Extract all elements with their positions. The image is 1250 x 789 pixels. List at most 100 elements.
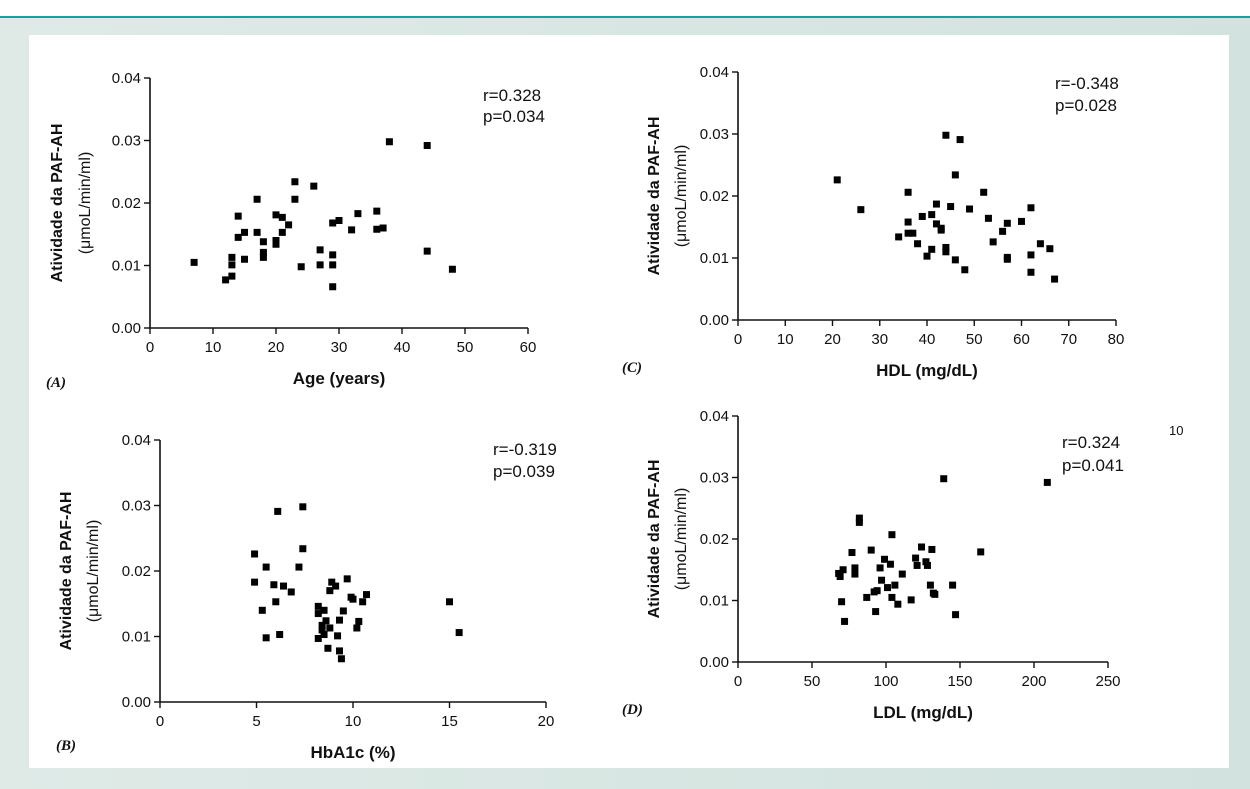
data-point xyxy=(891,581,899,589)
data-point xyxy=(857,206,865,214)
p-value-label: p=0.028 xyxy=(1055,96,1117,115)
data-point xyxy=(272,598,280,606)
data-point xyxy=(287,588,295,596)
y-tick-label: 0.04 xyxy=(112,70,141,87)
data-point xyxy=(951,256,959,264)
data-point xyxy=(928,245,936,253)
data-point xyxy=(912,554,920,562)
data-point xyxy=(851,570,859,578)
panel-label: (B) xyxy=(56,738,76,754)
x-tick-label: 40 xyxy=(919,331,936,348)
data-point xyxy=(914,240,922,248)
x-tick-label: 0 xyxy=(734,331,742,348)
data-point xyxy=(942,248,950,256)
data-point xyxy=(423,247,431,255)
p-value-label: p=0.039 xyxy=(493,462,555,481)
data-point xyxy=(373,207,381,215)
data-point xyxy=(904,188,912,196)
data-point xyxy=(373,225,381,233)
data-point xyxy=(1003,219,1011,227)
scatter-chart-a: 0.00 0.01 0.02 0.03 0.04 0 10 20 30 40 50 60 Age (ye… xyxy=(46,70,545,391)
x-tick-label: 60 xyxy=(520,339,537,356)
data-point xyxy=(940,475,948,483)
x-tick-label: 200 xyxy=(1021,673,1046,690)
data-point xyxy=(922,558,930,566)
x-tick-label: 0 xyxy=(156,713,164,730)
data-point xyxy=(251,550,259,558)
panel-label: (C) xyxy=(622,360,642,376)
data-point xyxy=(339,607,347,615)
data-point xyxy=(276,631,284,639)
data-point xyxy=(363,591,371,599)
data-point xyxy=(241,228,248,236)
correlation-r-label: r=-0.319 xyxy=(493,440,557,459)
data-point xyxy=(956,136,964,144)
data-point xyxy=(1036,240,1044,248)
correlation-r-label: r=0.328 xyxy=(483,86,541,105)
data-point xyxy=(838,598,846,606)
data-point xyxy=(855,514,863,522)
x-tick-label: 20 xyxy=(824,331,841,348)
x-tick-label: 100 xyxy=(873,673,898,690)
data-point xyxy=(228,272,236,280)
data-point xyxy=(999,227,1007,235)
y-tick-label: 0.02 xyxy=(700,531,729,548)
x-tick-label: 15 xyxy=(441,713,458,730)
y-tick-label: 0.00 xyxy=(700,654,729,671)
y-tick-label: 0.00 xyxy=(122,694,151,711)
data-point xyxy=(241,255,248,263)
x-axis-label: Age (years) xyxy=(293,369,386,388)
data-point xyxy=(876,564,884,572)
data-point xyxy=(918,212,926,220)
data-point xyxy=(190,258,198,266)
data-point xyxy=(259,253,267,261)
correlation-r-label: r=-0.348 xyxy=(1055,74,1119,93)
x-tick-label: 50 xyxy=(804,673,821,690)
data-point xyxy=(314,634,322,642)
data-point xyxy=(928,211,936,219)
data-point xyxy=(329,261,337,269)
data-point xyxy=(228,261,236,269)
data-point xyxy=(923,252,931,260)
data-point xyxy=(872,608,880,616)
data-point xyxy=(904,218,912,226)
data-point xyxy=(961,266,969,274)
y-tick-label: 0.01 xyxy=(700,250,729,267)
y-tick-label: 0.03 xyxy=(700,126,729,143)
y-axis-label: Atividade da PAF-AH xyxy=(646,460,663,619)
data-point xyxy=(984,214,992,222)
panel-label: (A) xyxy=(46,375,66,391)
x-tick-label: 30 xyxy=(331,339,348,356)
y-tick-label: 0.04 xyxy=(122,432,151,449)
x-tick-label: 150 xyxy=(947,673,972,690)
data-point xyxy=(337,655,345,663)
data-point xyxy=(253,228,261,236)
x-tick-label: 0 xyxy=(734,673,742,690)
x-tick-label: 70 xyxy=(1060,331,1077,348)
x-tick-label: 50 xyxy=(966,331,983,348)
data-point xyxy=(272,211,280,219)
data-point xyxy=(310,182,318,190)
data-point xyxy=(322,617,330,625)
data-point xyxy=(291,195,299,203)
data-point xyxy=(966,205,974,213)
data-point xyxy=(1051,275,1059,283)
scatter-chart-b: 0.00 0.01 0.02 0.03 0.04 0 5 10 15 20 HbA1c (%) Ati… xyxy=(56,432,557,762)
data-point xyxy=(329,283,337,291)
data-point xyxy=(222,276,230,284)
x-tick-label: 0 xyxy=(146,339,154,356)
data-point xyxy=(280,582,288,590)
data-point xyxy=(278,228,286,236)
y-axis-unit-label: (μmoL/min/ml) xyxy=(77,152,94,255)
data-point xyxy=(848,549,856,557)
data-point xyxy=(980,188,988,196)
x-axis-label: LDL (mg/dL) xyxy=(873,703,973,722)
data-point xyxy=(262,634,270,642)
y-tick-label: 0.04 xyxy=(700,408,729,425)
data-point xyxy=(262,563,270,571)
data-point xyxy=(343,575,351,583)
y-tick-label: 0.01 xyxy=(112,258,141,275)
data-point xyxy=(918,543,926,551)
